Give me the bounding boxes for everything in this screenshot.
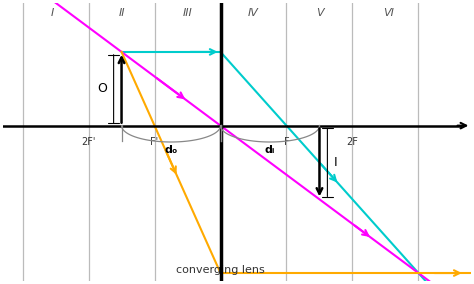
Text: I: I (51, 8, 54, 18)
Text: IV: IV (248, 8, 259, 18)
Text: 2F': 2F' (82, 137, 96, 147)
Text: V: V (316, 8, 323, 18)
Text: F: F (283, 137, 289, 147)
Text: II: II (118, 8, 125, 18)
Text: converging lens: converging lens (176, 265, 265, 275)
Text: dₒ: dₒ (164, 145, 178, 155)
Text: III: III (182, 8, 192, 18)
Text: dᵢ: dᵢ (265, 145, 275, 155)
Text: F': F' (150, 137, 159, 147)
Text: 2F: 2F (346, 137, 358, 147)
Text: I: I (334, 156, 337, 169)
Text: VI: VI (383, 8, 394, 18)
Text: O: O (97, 82, 107, 95)
